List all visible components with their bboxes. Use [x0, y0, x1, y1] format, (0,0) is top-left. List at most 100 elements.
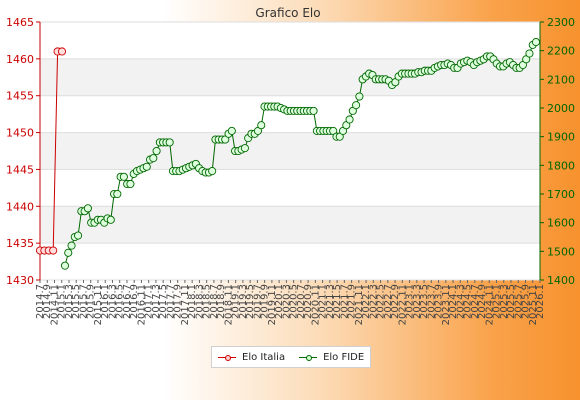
- x-axis-tick-label: 2022.9: [390, 284, 401, 319]
- x-axis-tick-label: 2019.3: [238, 284, 249, 319]
- x-axis-tick-label: 2014.11: [49, 284, 60, 325]
- right-axis-tick-label: 2100: [547, 73, 575, 86]
- x-axis-tick-label: 2018.11: [223, 284, 234, 325]
- data-point-elo-fide: [257, 121, 266, 130]
- data-point-elo-fide: [208, 167, 217, 176]
- data-point-elo-fide: [106, 215, 115, 224]
- data-point-elo-fide: [60, 261, 70, 270]
- x-axis-tick-label: 2025.7: [513, 284, 524, 319]
- data-point-elo-fide: [309, 106, 318, 115]
- x-axis-tick-label: 2020.5: [289, 284, 300, 319]
- data-point-elo-italia: [49, 246, 58, 255]
- grid-lines: [40, 21, 540, 281]
- x-axis-tick-label: 2014.7: [35, 284, 46, 319]
- x-axis-tick-label: 2026.1: [535, 284, 546, 319]
- left-axis-tick-label: 1435: [6, 237, 34, 250]
- left-axis-tick-label: 1440: [6, 200, 34, 213]
- legend-entry-elo-fide: Elo FIDE: [299, 352, 364, 363]
- x-axis-tick-label: 2020.9: [303, 284, 314, 319]
- series-elo-italia: [35, 47, 67, 255]
- x-axis-tick-label: 2024.9: [477, 284, 488, 319]
- x-axis-tick-label: 2019.5: [245, 284, 256, 319]
- right-axis-tick-label: 1400: [547, 274, 575, 287]
- right-axis-tick-label: 1700: [547, 188, 575, 201]
- data-point-elo-fide: [152, 146, 161, 156]
- x-axis-tick-label: 2015.1: [57, 284, 68, 319]
- left-axis-tick-label: 1455: [6, 90, 34, 103]
- x-axis-tick-label: 2017.1: [144, 284, 155, 319]
- legend-swatch-elo-italia: [218, 352, 236, 362]
- x-axis-tick-label: 2023.9: [434, 284, 445, 319]
- data-point-elo-fide: [83, 204, 92, 213]
- x-axis-tick-label: 2018.1: [187, 284, 198, 319]
- x-axis-tick-label: 2018.5: [202, 284, 213, 319]
- right-y-axis: 1400 1500 1600 1700 1800 1900 2000 2100 2200 2300: [539, 16, 575, 287]
- x-axis-tick-label: 2020.3: [281, 284, 292, 319]
- x-axis-tick-label: 2019.1: [231, 284, 242, 319]
- x-axis-tick-label: 2022.3: [368, 284, 379, 319]
- x-axis-tick-label: 2024.5: [463, 284, 474, 319]
- legend-label-elo-italia: Elo Italia: [242, 351, 286, 363]
- x-axis-tick-label: 2024.11: [484, 284, 495, 325]
- right-axis-tick-label: 2200: [547, 45, 575, 58]
- x-axis-tick-label: 2015.5: [71, 284, 82, 319]
- x-axis-tick-label: 2018.9: [216, 284, 227, 319]
- left-y-axis: 1430 1435 1440 1445 1450 1455 1460 1465: [6, 16, 41, 287]
- x-axis-tick-label: 2016.7: [122, 284, 133, 319]
- x-axis-tick-label: 2022.5: [376, 284, 387, 319]
- x-axis-tick-label: 2015.9: [86, 284, 97, 319]
- left-axis-tick-label: 1430: [6, 274, 34, 287]
- x-axis-tick-label: 2023.3: [412, 284, 423, 319]
- data-point-elo-fide: [227, 126, 236, 135]
- x-axis-tick-label: 2021.5: [332, 284, 343, 319]
- legend-swatch-elo-fide: [299, 352, 318, 362]
- data-point-elo-fide: [113, 189, 122, 199]
- x-axis-tick-label: 2022.1: [361, 284, 372, 319]
- x-axis-tick-label: 2023.11: [441, 284, 452, 325]
- x-axis-tick-label: 2015.11: [93, 284, 104, 325]
- x-axis-tick-label: 2016.9: [129, 284, 140, 319]
- x-axis-tick-label: 2017.3: [151, 284, 162, 319]
- x-axis-tick-label: 2021.11: [354, 284, 365, 325]
- x-axis-tick-label: 2025.1: [492, 284, 503, 319]
- x-axis-tick-label: 2015.7: [78, 284, 89, 319]
- x-axis-tick-label: 2017.5: [158, 284, 169, 319]
- data-point-elo-fide: [525, 49, 534, 58]
- x-axis-tick-label: 2022.11: [397, 284, 408, 325]
- x-axis-tick-label: 2023.5: [419, 284, 430, 319]
- x-axis-tick-label: 2023.7: [426, 284, 437, 319]
- x-axis-tick-label: 2021.7: [339, 284, 350, 319]
- x-axis-tick-label: 2025.5: [506, 284, 517, 319]
- series-elo-fide: [60, 38, 541, 270]
- right-axis-tick-label: 1900: [547, 131, 575, 144]
- x-axis-tick-label: 2020.7: [296, 284, 307, 319]
- x-axis-tick-label: 2020.1: [274, 284, 285, 319]
- x-axis-tick-label: 2020.11: [310, 284, 321, 325]
- series-layer: [35, 38, 541, 270]
- plot-band: [40, 132, 540, 170]
- x-axis-tick-label: 2021.1: [318, 284, 329, 319]
- data-point-elo-italia: [57, 47, 67, 56]
- right-axis-tick-label: 1800: [547, 159, 575, 172]
- x-axis-tick-label: 2024.7: [470, 284, 481, 319]
- legend-entry-elo-italia: Elo Italia: [218, 352, 285, 363]
- data-point-elo-fide: [345, 115, 354, 124]
- left-axis-tick-label: 1445: [6, 163, 34, 176]
- x-axis-tick-label: 2019.11: [267, 284, 278, 325]
- x-axis-tick-label: 2017.9: [173, 284, 184, 319]
- x-axis-tick-label: 2025.9: [521, 284, 532, 319]
- data-point-elo-fide: [531, 38, 541, 47]
- x-axis-tick-label: 2019.9: [260, 284, 271, 319]
- data-point-elo-fide: [165, 138, 174, 147]
- legend: Elo Italia Elo FIDE: [211, 346, 371, 368]
- x-axis-tick-label: 2016.5: [115, 284, 126, 319]
- x-axis-tick-label: 2025.11: [528, 284, 539, 325]
- data-point-elo-fide: [355, 92, 364, 101]
- data-point-elo-fide: [240, 144, 249, 153]
- data-point-elo-fide: [352, 101, 361, 110]
- data-point-elo-fide: [119, 172, 128, 181]
- x-axis-tick-label: 2018.3: [194, 284, 205, 319]
- data-point-elo-fide: [149, 154, 158, 163]
- x-axis-tick-label: 2017.7: [165, 284, 176, 319]
